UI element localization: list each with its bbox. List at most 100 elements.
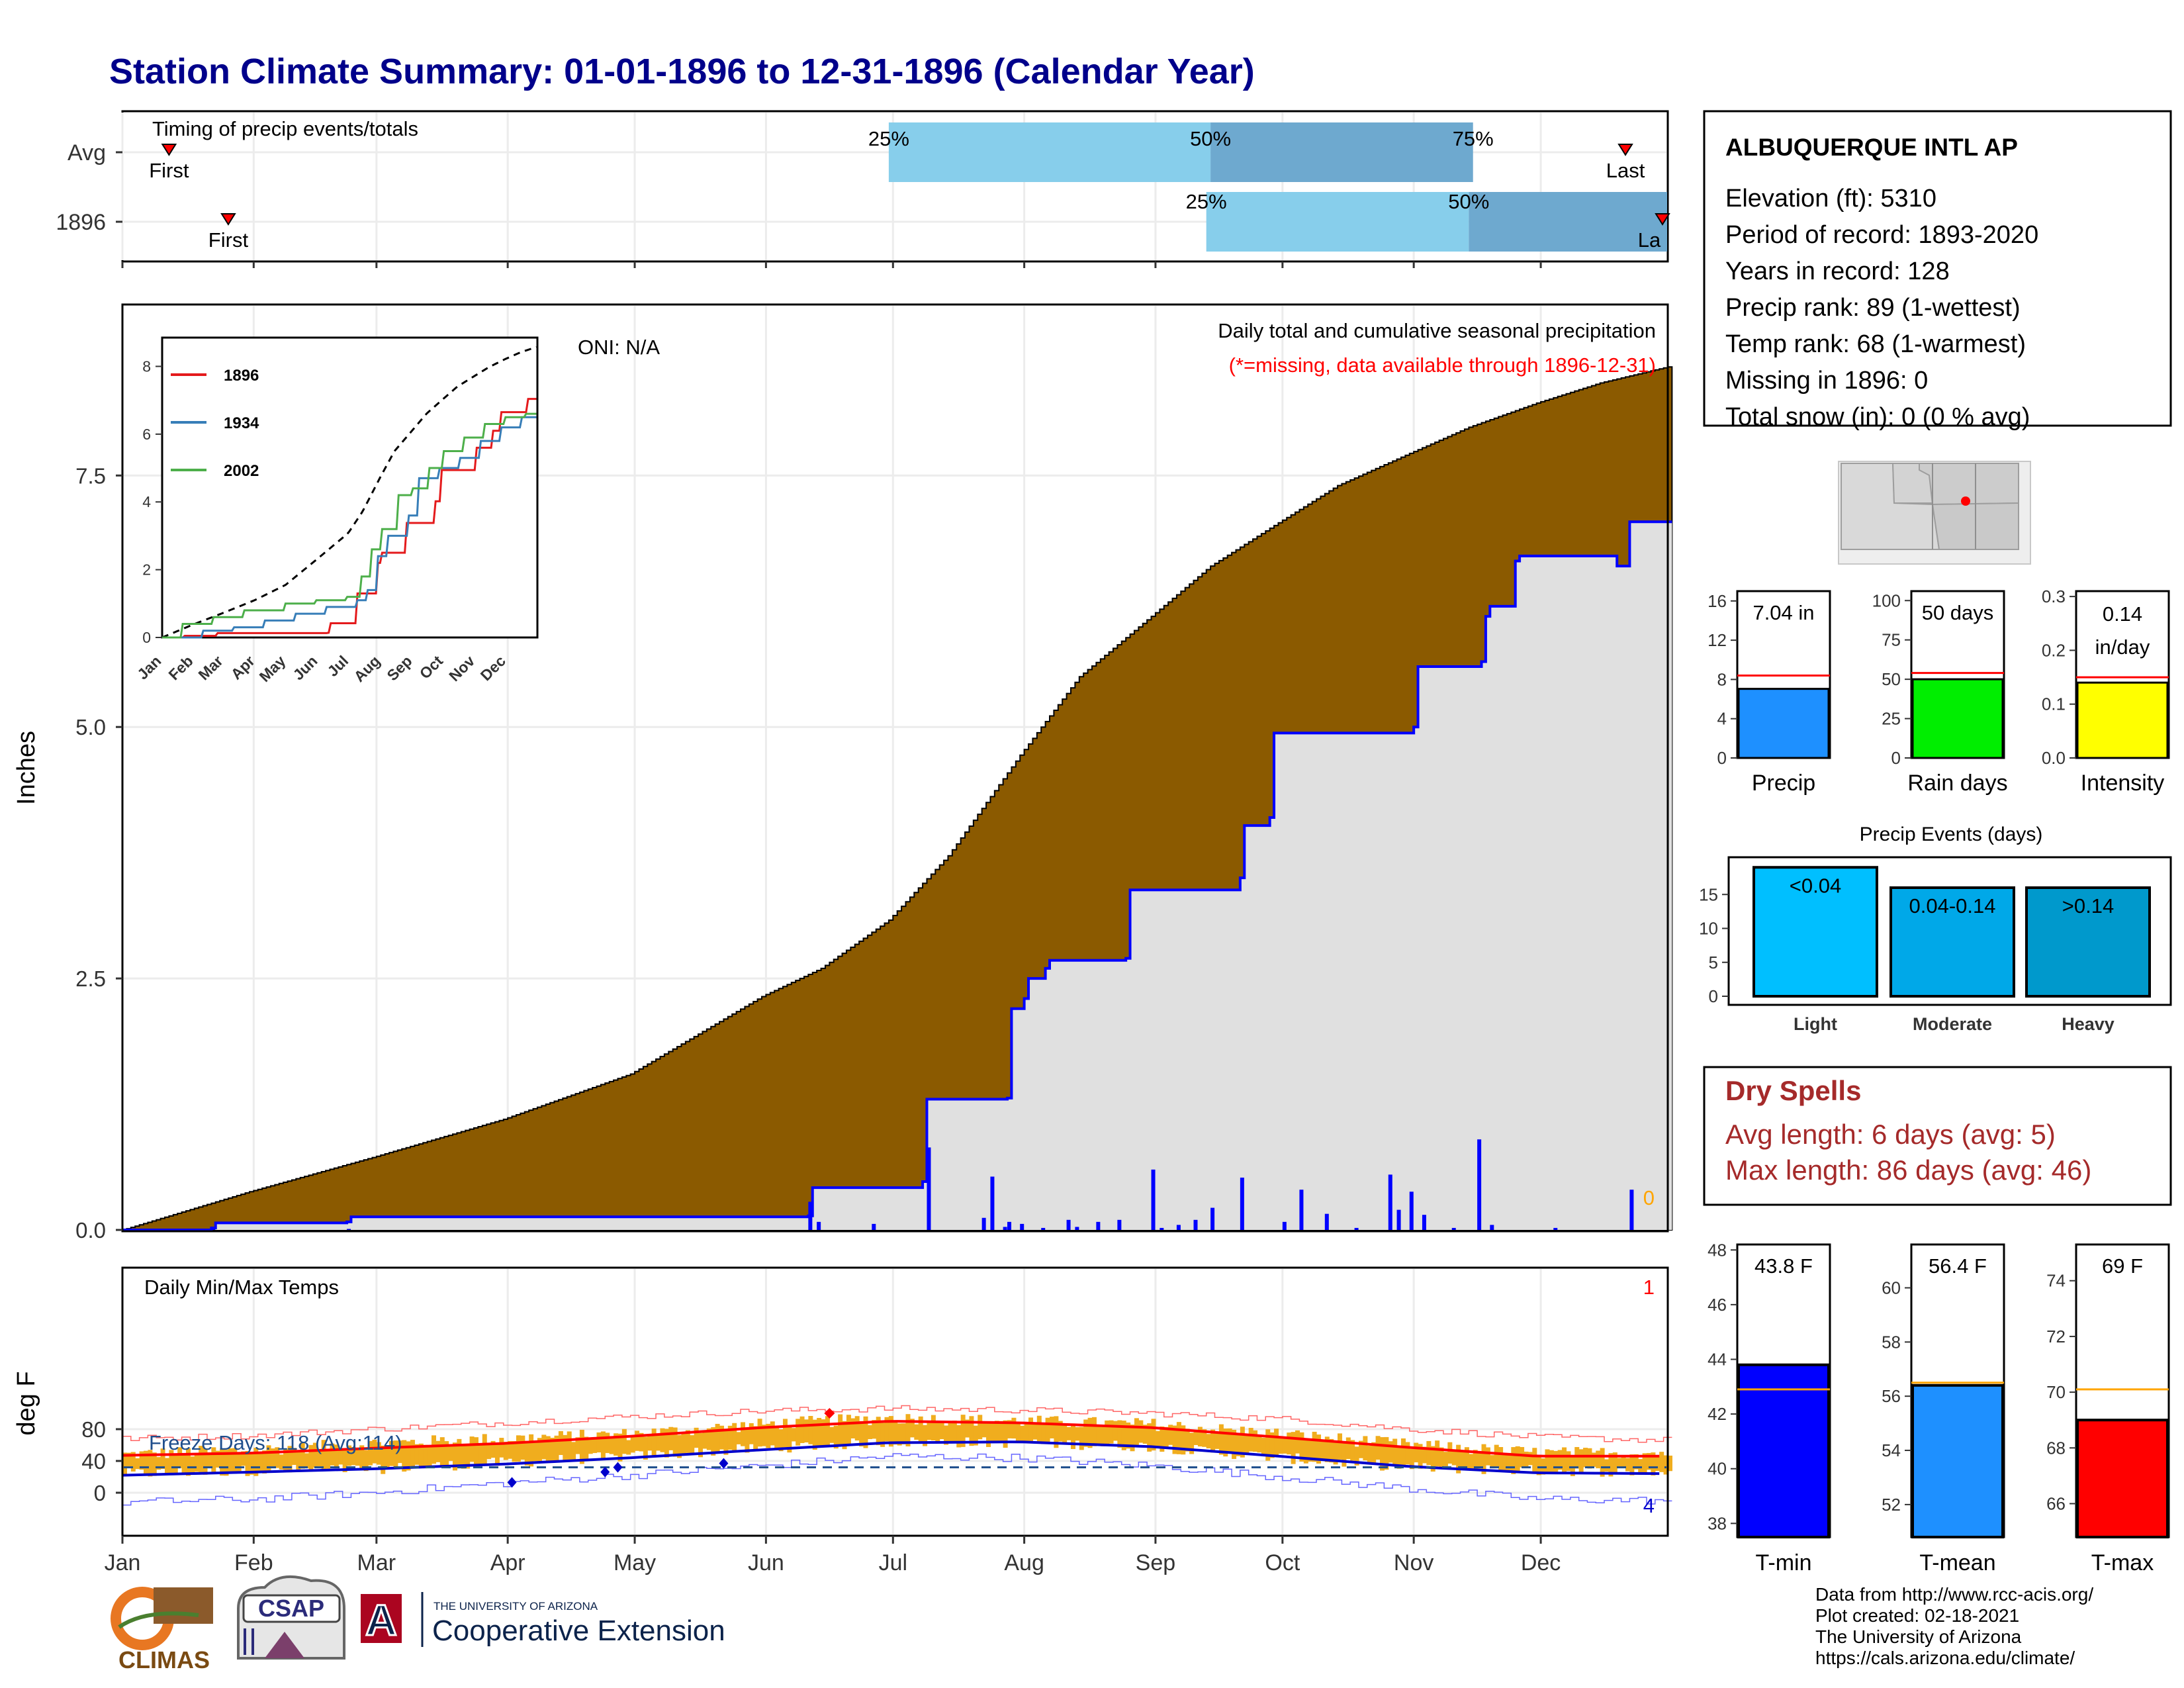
temp-daily-bar [351, 1446, 356, 1466]
temp-daily-bar [1600, 1448, 1605, 1477]
inset-ytick-label: 4 [142, 493, 151, 510]
climas-logo: CLIMAS [111, 1587, 213, 1673]
station-box: ALBUQUERQUE INTL AP Elevation (ft): 5310… [1703, 110, 2172, 431]
temp-daily-bar [791, 1428, 796, 1442]
temp-daily-bar [1451, 1450, 1457, 1466]
credit-line: The University of Arizona [1815, 1626, 2022, 1647]
mini-chart-ytick-label: 0.1 [2042, 694, 2066, 714]
daily-precip-bar [1160, 1227, 1164, 1230]
record-low-marker [600, 1466, 610, 1477]
temp-daily-bar [1498, 1447, 1504, 1472]
cold-count: 4 [1643, 1494, 1655, 1517]
temp-daily-bar [571, 1442, 576, 1460]
temp-daily-bar [558, 1430, 563, 1455]
temp-daily-bar [880, 1423, 886, 1447]
temp-daily-bar [1155, 1430, 1160, 1449]
temp-daily-bar [1054, 1416, 1059, 1448]
temp-daily-bar [588, 1439, 593, 1454]
temp-daily-bar [1354, 1446, 1359, 1466]
temp-daily-bar [1036, 1415, 1042, 1444]
temp-daily-bar [1024, 1423, 1029, 1444]
temp-daily-bar [1524, 1451, 1529, 1468]
mini-chart-ytick-label: 100 [1872, 590, 1901, 610]
temp-daily-bar [279, 1454, 284, 1470]
events-bar-label: <0.04 [1790, 874, 1841, 897]
freeze-label: Freeze Days: 118 (Avg:114) [149, 1431, 402, 1454]
daily-precip-bar [1422, 1215, 1426, 1230]
temp-daily-bar [901, 1423, 907, 1444]
station-marker [1961, 496, 1970, 506]
temp-daily-bar [986, 1423, 991, 1447]
temp-daily-bar [410, 1440, 416, 1468]
temp-daily-bar [842, 1421, 847, 1450]
daily-precip-bar [1151, 1169, 1156, 1230]
temp-daily-bar [478, 1443, 483, 1464]
mini-chart-ytick-label: 0.0 [2042, 748, 2066, 768]
temp-daily-bar [529, 1434, 534, 1467]
precip-summary-charts: 0 4 8 12 16 7.04 in Precip 0 25 50 75 100 50 days Rai… [1707, 586, 2170, 796]
temp-bar-value: 69 F [2102, 1254, 2143, 1278]
temp-daily-bar [600, 1431, 606, 1458]
temp-daily-bar [524, 1440, 529, 1466]
temp-daily-bar [626, 1440, 631, 1455]
mini-chart-ytick-label: 0 [1717, 748, 1727, 768]
temp-bar-ytick-label: 46 [1707, 1295, 1727, 1315]
temp-daily-bar [1003, 1420, 1008, 1448]
temp-daily-bar [1299, 1432, 1304, 1462]
temp-daily-bar [782, 1419, 788, 1448]
mini-chart-ytick-label: 4 [1717, 709, 1727, 729]
daily-precip-bar [1240, 1177, 1244, 1230]
temp-daily-bar [1303, 1440, 1308, 1464]
month-label-may: May [614, 1550, 656, 1575]
ua-small-text: THE UNIVERSITY OF ARIZONA [433, 1600, 598, 1613]
temp-daily-bar [1117, 1420, 1122, 1448]
temp-daily-bar [1269, 1432, 1275, 1458]
temp-daily-bar [630, 1436, 635, 1453]
temp-daily-bar [664, 1429, 669, 1458]
temp-daily-bar [287, 1446, 293, 1473]
normal-min-line [122, 1440, 1660, 1477]
temp-daily-bar [1126, 1422, 1131, 1449]
temp-daily-bar [888, 1416, 893, 1447]
dry-spells-title: Dry Spells [1725, 1075, 1861, 1106]
daily-precip-bar [1041, 1227, 1046, 1230]
daily-precip-bar [1477, 1139, 1482, 1230]
temp-daily-bar [702, 1432, 707, 1449]
temp-daily-bar [385, 1446, 390, 1468]
temp-daily-bar [190, 1456, 195, 1474]
station-info-line: Precip rank: 89 (1-wettest) [1725, 294, 2021, 322]
temp-daily-bar [651, 1429, 657, 1458]
temp-daily-bar [1549, 1450, 1554, 1472]
temp-daily-bar [741, 1422, 745, 1446]
station-info-line: Missing in 1896: 0 [1725, 367, 1928, 395]
temp-daily-bar [770, 1421, 775, 1446]
temp-daily-bar [1121, 1421, 1126, 1450]
hot-count: 1 [1643, 1276, 1655, 1299]
temp-daily-bar [486, 1444, 492, 1460]
temp-daily-bar [1490, 1455, 1495, 1468]
temp-daily-bar [1287, 1432, 1292, 1455]
temp-daily-bar [1574, 1446, 1580, 1469]
temp-bar-value: 56.4 F [1929, 1254, 1987, 1278]
csap-logo: CSAP [237, 1575, 345, 1660]
temp-bar-fill [2076, 1419, 2169, 1538]
temp-daily-bar [1527, 1452, 1533, 1466]
temp-daily-bar [1591, 1452, 1596, 1467]
temp-daily-bar [1079, 1427, 1084, 1450]
temp-daily-bar [1443, 1452, 1448, 1466]
record-high-line [122, 1405, 1672, 1443]
observed-cumulative-line [122, 520, 1672, 1231]
temp-daily-bar [948, 1421, 953, 1444]
temp-daily-bars [122, 1414, 1672, 1477]
temp-bar-label: T-mean [1919, 1550, 1995, 1575]
temp-daily-bar [1363, 1436, 1368, 1461]
temp-daily-bar [1409, 1448, 1414, 1470]
temp-daily-bar [863, 1416, 868, 1448]
temp-bar-fill [1737, 1363, 1830, 1539]
temp-daily-bar [1257, 1436, 1262, 1453]
temp-daily-bar [1400, 1438, 1406, 1466]
temp-daily-bar [215, 1450, 220, 1468]
timing-bar-q50-q75 [1210, 122, 1473, 182]
precip-ytick-label: 5.0 [75, 715, 106, 739]
temp-daily-bar [1320, 1440, 1326, 1460]
